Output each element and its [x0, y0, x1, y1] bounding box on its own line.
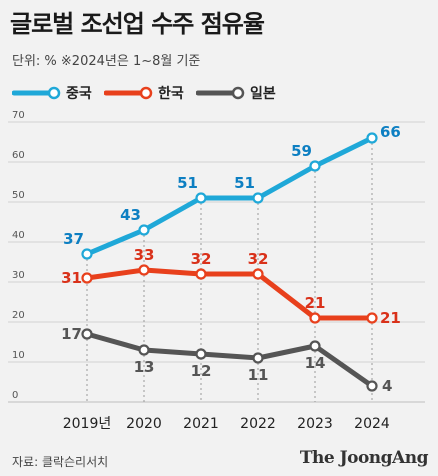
y-tick-label: 40 — [12, 230, 25, 241]
y-tick-label: 20 — [12, 310, 25, 321]
data-point-korea — [195, 268, 207, 280]
data-label-korea: 32 — [248, 250, 269, 268]
series-line-korea — [84, 267, 375, 321]
data-label-japan: 13 — [134, 358, 155, 376]
legend-swatch-china — [12, 86, 61, 100]
data-label-japan: 17 — [61, 325, 82, 343]
y-tick-label: 70 — [12, 110, 25, 121]
data-label-japan: 11 — [248, 366, 269, 384]
data-point-korea — [81, 272, 93, 284]
x-tick-label: 2024 — [354, 416, 390, 432]
data-point-china — [366, 132, 378, 144]
data-point-japan — [195, 348, 207, 360]
y-tick-label: 60 — [12, 150, 25, 161]
legend-swatch-japan — [196, 86, 245, 100]
data-point-japan — [309, 340, 321, 352]
x-tick-label: 2021 — [183, 416, 219, 432]
data-point-china — [195, 192, 207, 204]
y-tick-label: 50 — [12, 190, 25, 201]
x-tick-label: 2020 — [126, 416, 162, 432]
data-label-japan: 14 — [305, 354, 326, 372]
chart-subtitle: 단위: % ※2024년은 1~8월 기준 — [12, 54, 201, 69]
data-label-japan: 12 — [191, 362, 212, 380]
series-line-china — [84, 135, 375, 257]
data-label-japan: 4 — [382, 377, 392, 395]
data-point-china — [138, 224, 150, 236]
data-point-korea — [309, 312, 321, 324]
data-label-china: 43 — [120, 206, 141, 224]
x-tick-label: 2023 — [297, 416, 333, 432]
data-point-japan — [138, 344, 150, 356]
data-label-china: 66 — [380, 123, 401, 141]
series-line-japan — [84, 331, 375, 389]
data-point-china — [81, 248, 93, 260]
chart-title: 글로벌 조선업 수주 점유율 — [10, 10, 265, 38]
data-label-korea: 32 — [191, 250, 212, 268]
brand-logo: The JoongAng — [299, 448, 429, 468]
data-point-korea — [138, 264, 150, 276]
data-label-china: 51 — [234, 174, 255, 192]
data-label-china: 51 — [177, 174, 198, 192]
source-credit: 자료: 클락슨리서치 — [12, 455, 109, 469]
data-point-japan — [81, 328, 93, 340]
data-label-china: 59 — [291, 142, 312, 160]
data-label-korea: 31 — [61, 269, 82, 287]
x-tick-label: 2022 — [240, 416, 276, 432]
data-point-korea — [366, 312, 378, 324]
legend-label-japan: 일본 — [250, 86, 276, 102]
data-label-korea: 21 — [380, 309, 401, 327]
data-label-korea: 33 — [134, 246, 155, 264]
y-tick-label: 30 — [12, 270, 25, 281]
data-point-china — [309, 160, 321, 172]
data-label-korea: 21 — [305, 294, 326, 312]
y-tick-label: 0 — [12, 390, 18, 401]
legend-label-china: 중국 — [66, 86, 92, 102]
data-label-china: 37 — [63, 230, 84, 248]
legend-label-korea: 한국 — [158, 86, 184, 102]
x-tick-label: 2019년 — [63, 416, 112, 432]
data-point-korea — [252, 268, 264, 280]
data-point-japan — [252, 352, 264, 364]
data-point-japan — [366, 380, 378, 392]
y-tick-label: 10 — [12, 350, 25, 361]
data-point-china — [252, 192, 264, 204]
legend-swatch-korea — [104, 86, 153, 100]
